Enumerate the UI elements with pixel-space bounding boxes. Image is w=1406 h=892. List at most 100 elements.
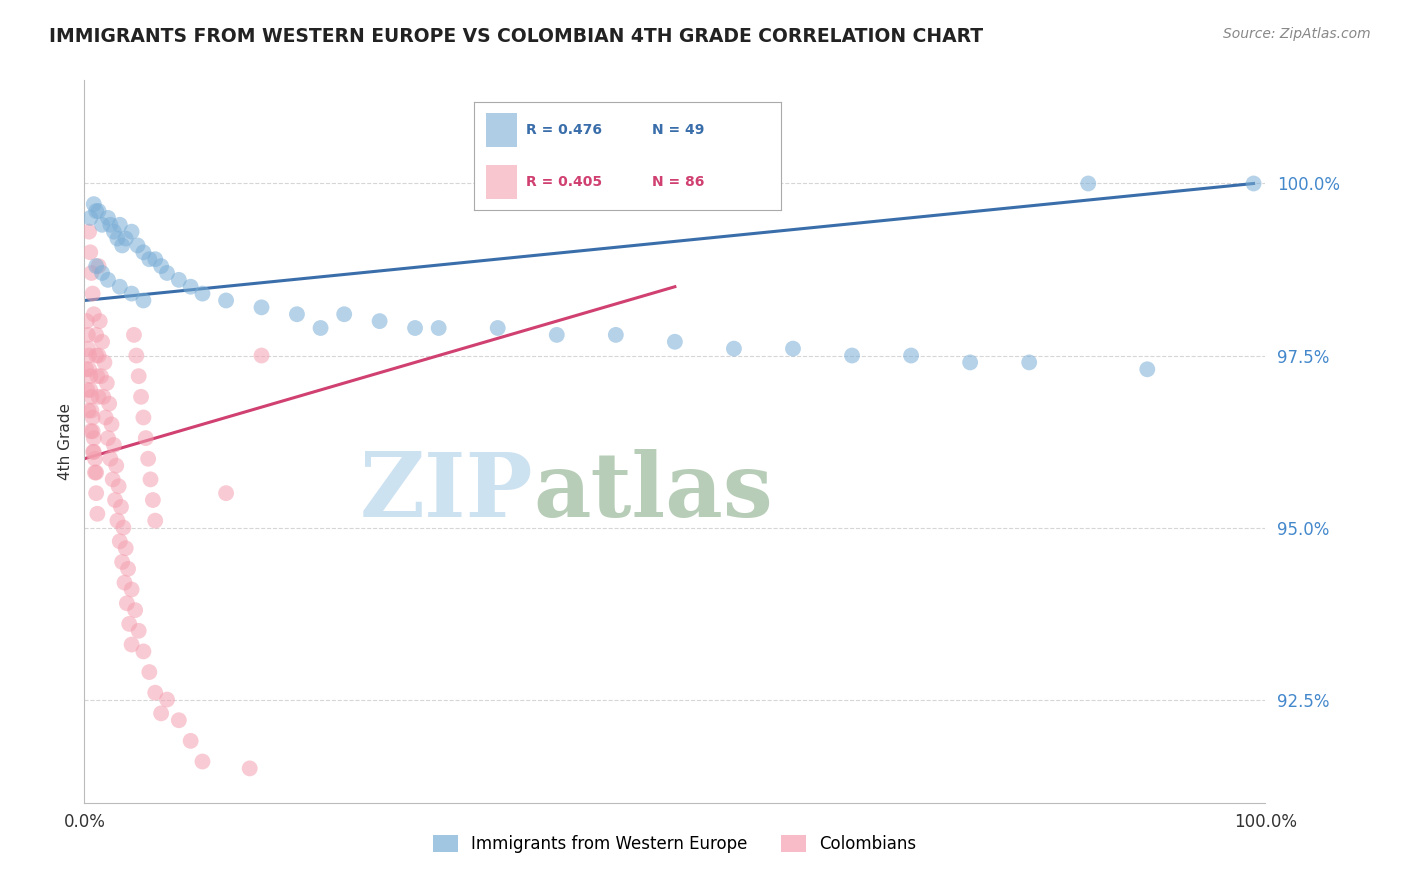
Point xyxy=(156,692,179,706)
Point xyxy=(101,472,124,486)
Point xyxy=(138,665,160,679)
Point xyxy=(84,259,107,273)
Point xyxy=(180,279,202,293)
Point xyxy=(100,417,122,432)
Point xyxy=(112,520,135,534)
Point xyxy=(107,514,129,528)
Point xyxy=(132,245,155,260)
Point xyxy=(124,603,146,617)
Point xyxy=(111,238,134,252)
Point xyxy=(97,211,120,225)
Point xyxy=(143,514,166,528)
Point xyxy=(103,225,125,239)
Point xyxy=(84,466,107,480)
Point xyxy=(143,252,166,267)
Point xyxy=(114,575,136,590)
Point xyxy=(723,342,745,356)
Point xyxy=(132,644,155,658)
Point xyxy=(285,307,308,321)
Point xyxy=(121,225,143,239)
Point xyxy=(75,362,97,376)
Point xyxy=(82,424,104,438)
Point xyxy=(114,541,136,556)
Point xyxy=(115,596,138,610)
Point xyxy=(136,451,159,466)
Point xyxy=(80,403,103,417)
Point xyxy=(782,342,804,356)
Point xyxy=(129,390,152,404)
Point xyxy=(83,445,105,459)
Point xyxy=(139,472,162,486)
Point xyxy=(142,493,165,508)
Point xyxy=(93,355,115,369)
Point xyxy=(404,321,426,335)
Point xyxy=(84,327,107,342)
Point xyxy=(132,293,155,308)
Point xyxy=(150,259,173,273)
Point xyxy=(82,410,104,425)
Point xyxy=(1243,177,1265,191)
Text: ZIP: ZIP xyxy=(360,449,533,535)
Point xyxy=(215,486,238,500)
Point xyxy=(239,761,262,775)
Point xyxy=(91,390,114,404)
Text: atlas: atlas xyxy=(533,449,773,535)
Point xyxy=(191,755,214,769)
Point xyxy=(132,410,155,425)
Point xyxy=(97,273,120,287)
Point xyxy=(82,286,104,301)
Point xyxy=(91,334,114,349)
Point xyxy=(91,218,114,232)
Point xyxy=(1077,177,1099,191)
Point xyxy=(841,349,863,363)
Point xyxy=(77,403,100,417)
Point xyxy=(135,431,157,445)
Point xyxy=(104,493,127,508)
Point xyxy=(180,734,202,748)
Point xyxy=(122,327,145,342)
Point xyxy=(87,390,110,404)
Point xyxy=(427,321,450,335)
Point xyxy=(84,451,107,466)
Point xyxy=(127,238,149,252)
Point xyxy=(91,266,114,280)
Point xyxy=(79,211,101,225)
Point xyxy=(84,466,107,480)
Point xyxy=(107,231,129,245)
Point xyxy=(83,431,105,445)
Point xyxy=(128,369,150,384)
Y-axis label: 4th Grade: 4th Grade xyxy=(58,403,73,480)
Point xyxy=(87,349,110,363)
Point xyxy=(959,355,981,369)
Point xyxy=(97,431,120,445)
Point xyxy=(77,362,100,376)
Legend: Immigrants from Western Europe, Colombians: Immigrants from Western Europe, Colombia… xyxy=(426,828,924,860)
Point xyxy=(121,286,143,301)
Point xyxy=(108,218,131,232)
Point xyxy=(83,307,105,321)
Point xyxy=(167,273,190,287)
Point xyxy=(80,390,103,404)
Point xyxy=(77,225,100,239)
Point xyxy=(250,349,273,363)
Point xyxy=(87,204,110,219)
Point xyxy=(191,286,214,301)
Point xyxy=(114,231,136,245)
Point xyxy=(167,713,190,727)
Point xyxy=(94,410,117,425)
Point xyxy=(90,369,112,384)
Point xyxy=(107,479,129,493)
Point xyxy=(105,458,128,473)
Point xyxy=(89,314,111,328)
Point xyxy=(1136,362,1159,376)
Point xyxy=(103,438,125,452)
Point xyxy=(111,555,134,569)
Point xyxy=(77,342,100,356)
Point xyxy=(486,321,509,335)
Point xyxy=(250,301,273,315)
Point xyxy=(87,259,110,273)
Point xyxy=(121,582,143,597)
Point xyxy=(83,197,105,211)
Text: Source: ZipAtlas.com: Source: ZipAtlas.com xyxy=(1223,27,1371,41)
Point xyxy=(79,383,101,397)
